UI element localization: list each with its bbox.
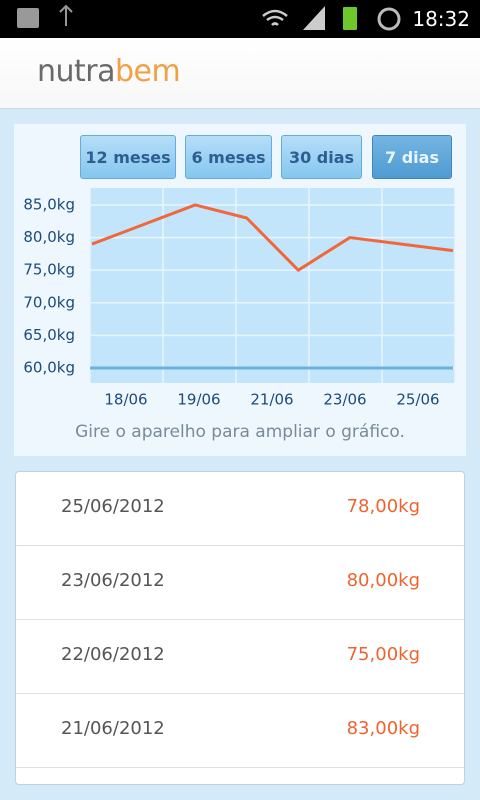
status-icons-right: [262, 6, 401, 31]
x-tick-label: 21/06: [250, 391, 293, 409]
x-tick-label: 23/06: [323, 391, 366, 409]
plot-area: [90, 188, 455, 383]
battery-icon: [343, 7, 357, 30]
x-tick-label: 19/06: [177, 391, 220, 409]
logo: nutrabem: [37, 54, 181, 89]
download-icon: [17, 8, 39, 28]
status-bar: 18:32: [0, 0, 480, 38]
chart: 85,0kg 80,0kg 75,0kg 70,0kg 65,0kg 60,0kg 18/0…: [23, 188, 456, 409]
range-button[interactable]: 6 meses: [185, 135, 272, 179]
entry-weight: 78,00kg: [346, 496, 420, 517]
entry-date: 22/06/2012: [61, 644, 165, 665]
entry-weight: 80,00kg: [346, 570, 420, 591]
clock: 18:32: [412, 7, 470, 31]
weight-line: [91, 203, 454, 272]
entry-weight: 75,00kg: [346, 644, 420, 665]
y-tick-label: 70,0kg: [23, 293, 75, 311]
entry-date: 25/06/2012: [61, 496, 165, 517]
logo-text: bem: [115, 54, 181, 89]
entry-weight: 83,00kg: [346, 718, 420, 739]
y-tick-label: 65,0kg: [23, 326, 75, 344]
x-tick-label: 25/06: [396, 391, 439, 409]
app-header: nutrabem: [0, 38, 480, 109]
caption: Gire o aparelho para ampliar o gráfico.: [75, 422, 405, 442]
logo-text: nutra: [37, 54, 116, 89]
status-icons: [17, 4, 73, 28]
y-tick-label: 85,0kg: [23, 195, 75, 213]
x-tick-label: 18/06: [104, 391, 147, 409]
entry-list: 25/06/2012 78,00kg 23/06/2012 80,00kg 22/06/…: [15, 471, 465, 785]
y-tick-label: 75,0kg: [23, 261, 75, 279]
entry-date: 23/06/2012: [61, 570, 165, 591]
range-button[interactable]: 12 meses: [80, 135, 176, 179]
signal-icon: [303, 6, 325, 30]
entry-row[interactable]: 22/06/2012 75,00kg: [16, 620, 464, 694]
range-button[interactable]: 7 dias: [372, 135, 452, 179]
alarm-icon: [377, 7, 401, 31]
entry-row[interactable]: 21/06/2012 83,00kg: [16, 694, 464, 768]
entry-date: 21/06/2012: [61, 718, 165, 739]
range-button[interactable]: 30 dias: [281, 135, 362, 179]
entry-row[interactable]: 23/06/2012 80,00kg: [16, 546, 464, 620]
y-tick-label: 60,0kg: [23, 359, 75, 377]
y-tick-label: 80,0kg: [23, 228, 75, 246]
entry-row[interactable]: 25/06/2012 78,00kg: [16, 472, 464, 546]
usb-icon: [59, 4, 73, 26]
wifi-icon: [262, 9, 288, 26]
